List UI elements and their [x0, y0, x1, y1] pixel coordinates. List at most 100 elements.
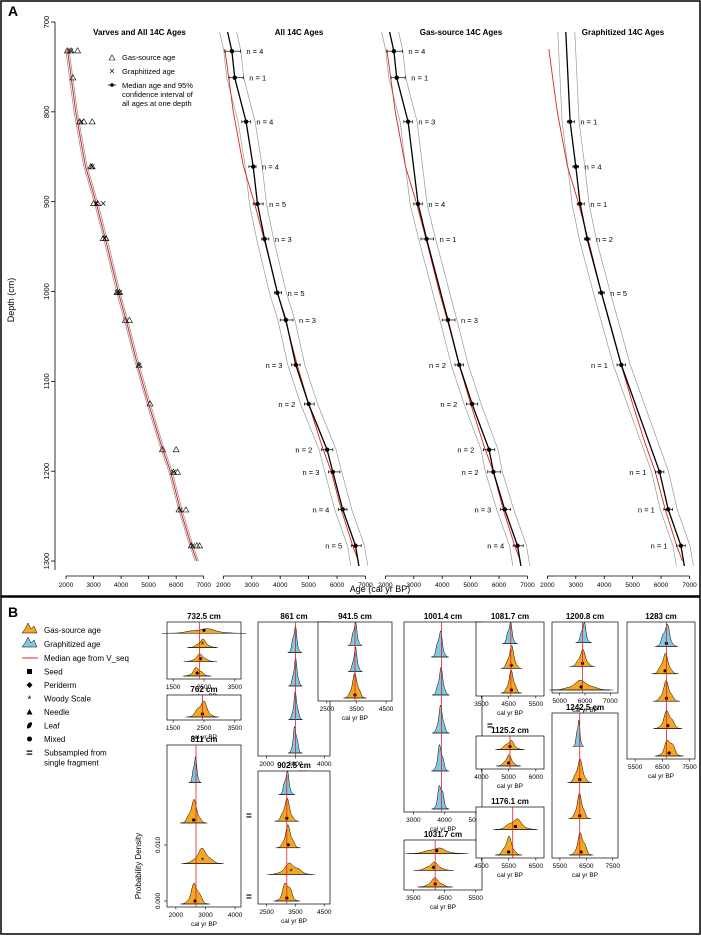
- median-point: [275, 290, 280, 295]
- legend-needle-marker: [26, 709, 33, 715]
- x-axis-title: cal yr BP: [342, 715, 368, 722]
- density-panel-title: 811 cm: [191, 735, 218, 744]
- single-fragment-marker: =: [246, 892, 252, 903]
- density-panel-frame: [551, 712, 619, 859]
- n-label: n = 5: [288, 289, 305, 298]
- x-tick-label: 4000: [114, 582, 129, 589]
- x-tick-label: 5000: [552, 698, 567, 705]
- x-tick-label: 4000: [317, 761, 332, 768]
- n-label: n = 1: [651, 542, 668, 551]
- mixed-marker: [509, 688, 513, 692]
- median-point: [306, 401, 311, 407]
- density-panel-title: 1200.8 cm: [566, 612, 604, 621]
- n-label: n = 1: [440, 235, 457, 244]
- x-tick-label: 3000: [406, 817, 421, 824]
- n-label: n = 5: [269, 200, 286, 209]
- legend-seed-marker: [27, 669, 32, 674]
- gas-source-density: [269, 862, 313, 875]
- legend-text: Woody Scale: [44, 695, 92, 704]
- x-tick-label: 4000: [437, 817, 452, 824]
- y-tick-label: 900: [42, 195, 51, 208]
- n-label: n = 5: [610, 289, 627, 298]
- gas-source-point: [88, 118, 96, 125]
- x-tick-label: 2000: [259, 761, 274, 768]
- gas-source-point: [182, 506, 190, 513]
- median-line: [565, 31, 686, 567]
- periderm-marker: [195, 671, 200, 675]
- x-tick-label: 5000: [463, 582, 478, 589]
- panel-a-label: A: [8, 3, 18, 19]
- gas-source-point: [90, 199, 98, 206]
- n-label: n = 4: [428, 200, 445, 209]
- y-tick-label: 800: [42, 106, 51, 119]
- x-axis-title: cal yr BP: [430, 826, 456, 833]
- n-label: n = 1: [580, 118, 597, 127]
- single-fragment-marker: =: [246, 811, 252, 822]
- panel-b-frame: [0, 596, 701, 935]
- gas-source-density: [496, 836, 522, 856]
- x-axis-title: cal yr BP: [497, 783, 523, 790]
- x-tick-label: 3500: [474, 701, 489, 708]
- n-label: n = 1: [411, 74, 428, 83]
- mixed-marker: [666, 724, 670, 728]
- n-label: n = 1: [629, 468, 646, 477]
- legend-woody-scale-marker: *: [28, 695, 32, 706]
- x-tick-label: 5500: [501, 863, 516, 870]
- x-tick-label: 4500: [501, 701, 516, 708]
- confidence-envelope: [219, 31, 352, 567]
- x-tick-label: 5500: [553, 863, 568, 870]
- legend-text: all ages at one depth: [122, 99, 192, 108]
- graphitized-density: [189, 756, 202, 783]
- n-label: n = 4: [312, 505, 329, 514]
- median-point: [567, 119, 573, 124]
- mixed-marker: [663, 669, 667, 673]
- y-tick-label: 1300: [42, 553, 51, 570]
- density-panel-title: 861 cm: [280, 612, 307, 621]
- varve-line: [66, 48, 198, 562]
- median-point: [619, 362, 624, 368]
- graphitized-density: [576, 622, 592, 643]
- n-label: n = 1: [638, 505, 655, 514]
- gas-source-point: [158, 446, 166, 453]
- median-point: [599, 290, 604, 295]
- x-tick-label: 7000: [358, 582, 373, 589]
- legend-text: confidence interval of: [122, 90, 194, 99]
- graphitized-point: [177, 507, 183, 513]
- median-point: [678, 543, 684, 548]
- legend-text: Periderm: [44, 681, 77, 690]
- n-label: n = 3: [299, 316, 316, 325]
- mixed-marker: [513, 824, 518, 829]
- graphitized-point: [190, 543, 196, 549]
- median-point: [229, 48, 235, 54]
- gas-source-point: [172, 446, 180, 453]
- graphitized-point: [117, 289, 123, 295]
- gas-source-point: [88, 163, 96, 170]
- mixed-marker: [202, 628, 206, 632]
- gas-source-density: [501, 669, 522, 694]
- x-tick-label: 6000: [654, 582, 669, 589]
- x-tick-label: 3000: [198, 912, 213, 919]
- x-tick-label: 3500: [228, 684, 243, 691]
- confidence-envelope: [557, 31, 677, 567]
- x-tick-label: 5000: [625, 582, 640, 589]
- graphitized-density: [573, 720, 584, 747]
- x-axis-title: cal yr BP: [191, 921, 217, 928]
- n-label: n = 2: [596, 235, 613, 244]
- x-tick-label: 4000: [228, 912, 243, 919]
- x-tick-label: 6500: [579, 863, 594, 870]
- panel-b-label: B: [8, 604, 18, 620]
- x-tick-label: 3000: [86, 582, 101, 589]
- x-tick-label: 3500: [288, 909, 303, 916]
- x-axis-title: cal yr BP: [497, 872, 523, 879]
- subplot-title: All 14C Ages: [275, 28, 324, 37]
- median-point: [391, 48, 397, 54]
- graphitized-point: [89, 164, 95, 170]
- median-point: [283, 317, 289, 323]
- gas-source-density: [654, 710, 682, 729]
- legend-mixed-marker: [27, 736, 32, 742]
- median-point: [255, 201, 260, 207]
- density-panel-title: 1081.7 cm: [491, 612, 529, 621]
- n-label: n = 3: [474, 505, 491, 514]
- panel-b-chart: 732.5 cm * 1500 2500 3500 cal yr BP 762 cm 1500…: [21, 612, 697, 928]
- x-tick-label: 6000: [330, 582, 345, 589]
